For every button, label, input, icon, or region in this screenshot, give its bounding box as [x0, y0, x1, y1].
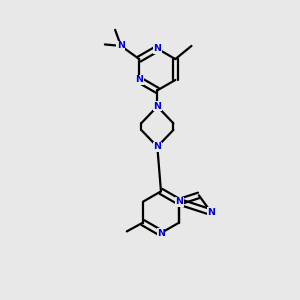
Text: N: N: [175, 197, 183, 206]
Text: N: N: [207, 208, 215, 217]
Text: N: N: [135, 75, 143, 84]
Text: N: N: [153, 142, 161, 151]
Text: N: N: [153, 44, 161, 53]
Text: N: N: [175, 197, 183, 206]
Text: N: N: [157, 229, 165, 238]
Text: N: N: [117, 41, 125, 50]
Text: N: N: [153, 102, 161, 111]
